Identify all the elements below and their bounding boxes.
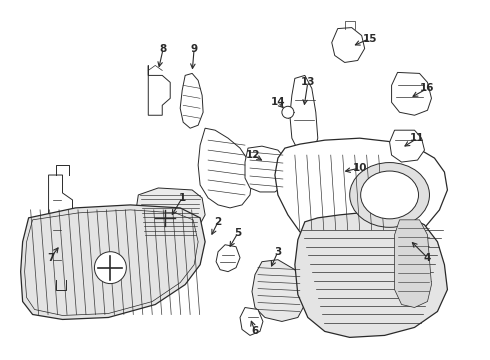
- Polygon shape: [332, 28, 365, 62]
- Text: 10: 10: [352, 163, 367, 173]
- Text: 2: 2: [215, 217, 221, 227]
- Text: 4: 4: [424, 253, 431, 263]
- Polygon shape: [49, 175, 73, 280]
- Polygon shape: [245, 146, 288, 192]
- Text: 14: 14: [270, 97, 285, 107]
- Circle shape: [95, 252, 126, 284]
- Polygon shape: [295, 212, 447, 337]
- Text: 12: 12: [245, 150, 260, 160]
- Text: 7: 7: [47, 253, 54, 263]
- Polygon shape: [240, 307, 263, 336]
- Polygon shape: [198, 128, 252, 208]
- Polygon shape: [290, 75, 318, 155]
- Text: 15: 15: [363, 33, 377, 44]
- Polygon shape: [148, 66, 170, 115]
- Text: 16: 16: [420, 84, 435, 93]
- Circle shape: [282, 106, 294, 118]
- Polygon shape: [180, 73, 203, 128]
- Ellipse shape: [361, 171, 418, 219]
- Text: 1: 1: [178, 193, 186, 203]
- Text: 3: 3: [274, 247, 282, 257]
- Text: 11: 11: [410, 133, 425, 143]
- Polygon shape: [135, 188, 205, 240]
- Text: 8: 8: [160, 44, 167, 54]
- Circle shape: [152, 87, 162, 97]
- Polygon shape: [394, 220, 432, 307]
- Polygon shape: [275, 138, 447, 248]
- Text: 6: 6: [251, 327, 259, 336]
- Polygon shape: [252, 260, 305, 321]
- Text: 9: 9: [191, 44, 197, 54]
- Polygon shape: [392, 72, 432, 115]
- Polygon shape: [390, 130, 424, 162]
- Text: 5: 5: [234, 228, 242, 238]
- Text: 13: 13: [300, 77, 315, 87]
- Ellipse shape: [350, 163, 429, 227]
- Polygon shape: [216, 245, 240, 272]
- Polygon shape: [21, 205, 205, 319]
